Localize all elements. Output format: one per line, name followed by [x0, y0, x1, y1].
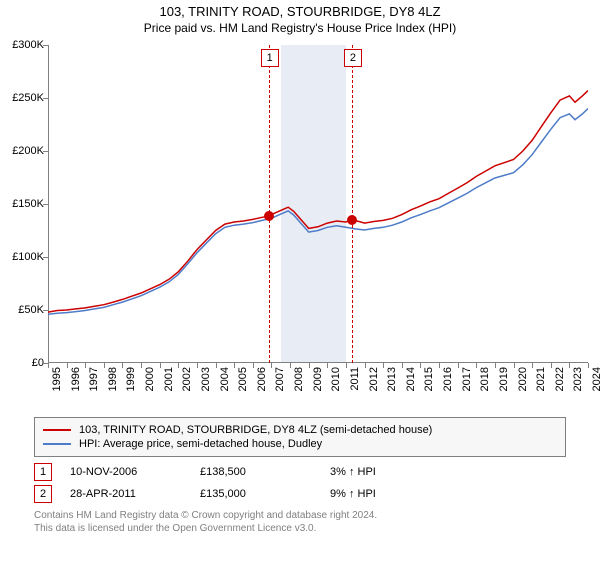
legend-item: HPI: Average price, semi-detached house,… — [43, 438, 557, 450]
x-tick-label: 2010 — [330, 367, 342, 391]
legend: 103, TRINITY ROAD, STOURBRIDGE, DY8 4LZ … — [34, 417, 566, 457]
annotation-price: £138,500 — [200, 466, 330, 478]
marker-box: 1 — [261, 49, 279, 67]
x-axis-labels: 1995 1996 1997 1998 1999 2000 2001 2002 2003 2004… — [48, 363, 588, 411]
x-tick-label: 1998 — [107, 367, 119, 391]
x-tick-label: 1999 — [125, 367, 137, 391]
x-tick-label: 2008 — [293, 367, 305, 391]
plot-area: 12 — [48, 45, 588, 363]
annotation-marker-box: 2 — [34, 485, 52, 503]
sale-point — [347, 215, 357, 225]
annotation-date: 28-APR-2011 — [70, 488, 200, 500]
line-svg — [48, 45, 588, 363]
x-tick-label: 2020 — [517, 367, 529, 391]
x-tick-label: 1996 — [70, 367, 82, 391]
chart-subtitle: Price paid vs. HM Land Registry's House … — [0, 21, 600, 35]
chart-title: 103, TRINITY ROAD, STOURBRIDGE, DY8 4LZ — [0, 4, 600, 19]
x-tick-label: 2012 — [368, 367, 380, 391]
annotation-price: £135,000 — [200, 488, 330, 500]
x-tick-label: 2024 — [591, 367, 600, 391]
x-tick-label: 2016 — [442, 367, 454, 391]
x-tick-label: 1997 — [88, 367, 100, 391]
footer-line: This data is licensed under the Open Gov… — [34, 522, 566, 535]
x-tick-label: 2023 — [572, 367, 584, 391]
legend-item: 103, TRINITY ROAD, STOURBRIDGE, DY8 4LZ … — [43, 424, 557, 436]
legend-swatch — [43, 429, 71, 431]
x-tick-label: 2001 — [163, 367, 175, 391]
x-tick-label: 2003 — [200, 367, 212, 391]
y-tick-label: £300K — [12, 39, 44, 51]
x-tick-label: 2014 — [405, 367, 417, 391]
annotation-diff: 9% ↑ HPI — [330, 488, 460, 500]
marker-box: 2 — [344, 49, 362, 67]
footer-line: Contains HM Land Registry data © Crown c… — [34, 509, 566, 522]
x-tick-label: 2009 — [312, 367, 324, 391]
y-tick-label: £250K — [12, 92, 44, 104]
y-axis-labels: £0£50K£100K£150K£200K£250K£300K — [0, 41, 48, 411]
x-tick-label: 2000 — [144, 367, 156, 391]
marker-line — [352, 45, 353, 363]
legend-label: HPI: Average price, semi-detached house,… — [79, 438, 322, 450]
annotation-date: 10-NOV-2006 — [70, 466, 200, 478]
y-tick-label: £50K — [18, 304, 44, 316]
x-tick-label: 2013 — [386, 367, 398, 391]
chart-area: £0£50K£100K£150K£200K£250K£300K 12 19951… — [0, 41, 600, 411]
x-tick-label: 2005 — [237, 367, 249, 391]
annotation-row: 1 10-NOV-2006 £138,500 3% ↑ HPI — [34, 463, 566, 481]
x-tick-label: 2017 — [461, 367, 473, 391]
x-tick-label: 2007 — [274, 367, 286, 391]
y-tick-label: £150K — [12, 198, 44, 210]
x-tick-label: 2021 — [535, 367, 547, 391]
x-tick-label: 2018 — [479, 367, 491, 391]
footer-text: Contains HM Land Registry data © Crown c… — [34, 509, 566, 535]
y-tick-label: £200K — [12, 145, 44, 157]
x-tick-label: 2022 — [554, 367, 566, 391]
marker-line — [269, 45, 270, 363]
x-tick-label: 2011 — [349, 367, 361, 391]
legend-label: 103, TRINITY ROAD, STOURBRIDGE, DY8 4LZ … — [79, 424, 432, 436]
x-tick-label: 2002 — [181, 367, 193, 391]
annotation-marker-box: 1 — [34, 463, 52, 481]
sale-point — [264, 211, 274, 221]
x-tick-label: 2006 — [256, 367, 268, 391]
annotation-diff: 3% ↑ HPI — [330, 466, 460, 478]
x-tick-label: 2015 — [423, 367, 435, 391]
annotation-row: 2 28-APR-2011 £135,000 9% ↑ HPI — [34, 485, 566, 503]
x-tick-label: 2004 — [219, 367, 231, 391]
x-tick-label: 2019 — [498, 367, 510, 391]
chart-container: 103, TRINITY ROAD, STOURBRIDGE, DY8 4LZ … — [0, 4, 600, 564]
legend-swatch — [43, 443, 71, 445]
y-tick-label: £100K — [12, 251, 44, 263]
annotation-table: 1 10-NOV-2006 £138,500 3% ↑ HPI 2 28-APR… — [34, 463, 566, 503]
x-tick-label: 1995 — [51, 367, 63, 391]
